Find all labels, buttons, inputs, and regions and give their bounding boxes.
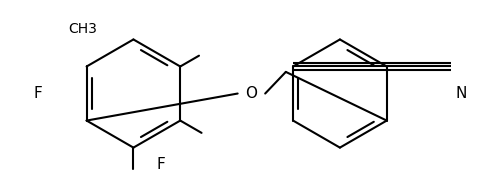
Text: O: O (246, 86, 257, 101)
Text: CH3: CH3 (68, 22, 97, 36)
Text: F: F (33, 86, 42, 101)
Text: F: F (157, 157, 165, 172)
Text: N: N (456, 86, 467, 101)
